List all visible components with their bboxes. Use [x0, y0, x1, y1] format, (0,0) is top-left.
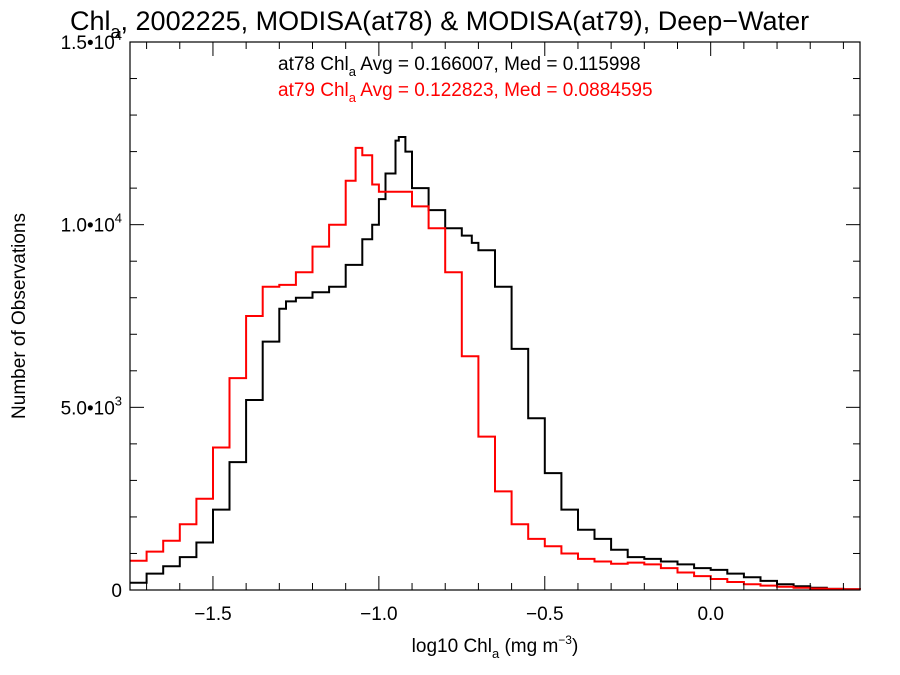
stats-annotation-2: at79 Chla Avg = 0.122823, Med = 0.088459… [278, 80, 653, 105]
series-layer [130, 136, 861, 591]
y-tick-label: 1.0•104 [61, 211, 122, 237]
chart-title-prefix: Chl [70, 6, 111, 36]
x-axis-label: log10 Chla (mg m−3) [412, 633, 579, 661]
x-axis: −1.5 −1.0 −0.5 0.0 [146, 42, 844, 625]
y-tick-label: 5.0•103 [61, 393, 122, 419]
series-line-1 [130, 136, 861, 591]
chart-title-subscript: a [111, 22, 122, 42]
y-axis-label: Number of Observations [9, 213, 30, 419]
x-tick-label: −1.5 [194, 604, 232, 625]
x-axis-label-suffix: ) [572, 636, 578, 657]
chart-title: Chla, 2002225, MODISA(at78) & MODISA(at7… [70, 6, 809, 42]
series-line-2 [130, 146, 861, 591]
x-axis-label-subscript: a [492, 646, 500, 661]
x-axis-label-mid: (mg m [499, 636, 558, 657]
plot-frame [129, 41, 861, 591]
stats-annotation-1: at78 Chla Avg = 0.166007, Med = 0.115998 [278, 54, 641, 79]
x-axis-label-prefix: log10 Chl [412, 636, 492, 657]
annotation-group: at78 Chla Avg = 0.166007, Med = 0.115998… [278, 54, 653, 105]
x-tick-label: −1.0 [360, 604, 398, 625]
y-tick-label: 1.5•104 [61, 28, 122, 54]
y-tick-label: 0 [111, 581, 122, 602]
x-tick-label: −0.5 [526, 604, 564, 625]
x-tick-label: 0.0 [697, 604, 723, 625]
x-axis-label-superscript: −3 [558, 633, 572, 647]
chart-title-rest: , 2002225, MODISA(at78) & MODISA(at79), … [121, 6, 810, 36]
y-axis: 0 5.0•103 1.0•104 1.5•104 [61, 28, 860, 602]
